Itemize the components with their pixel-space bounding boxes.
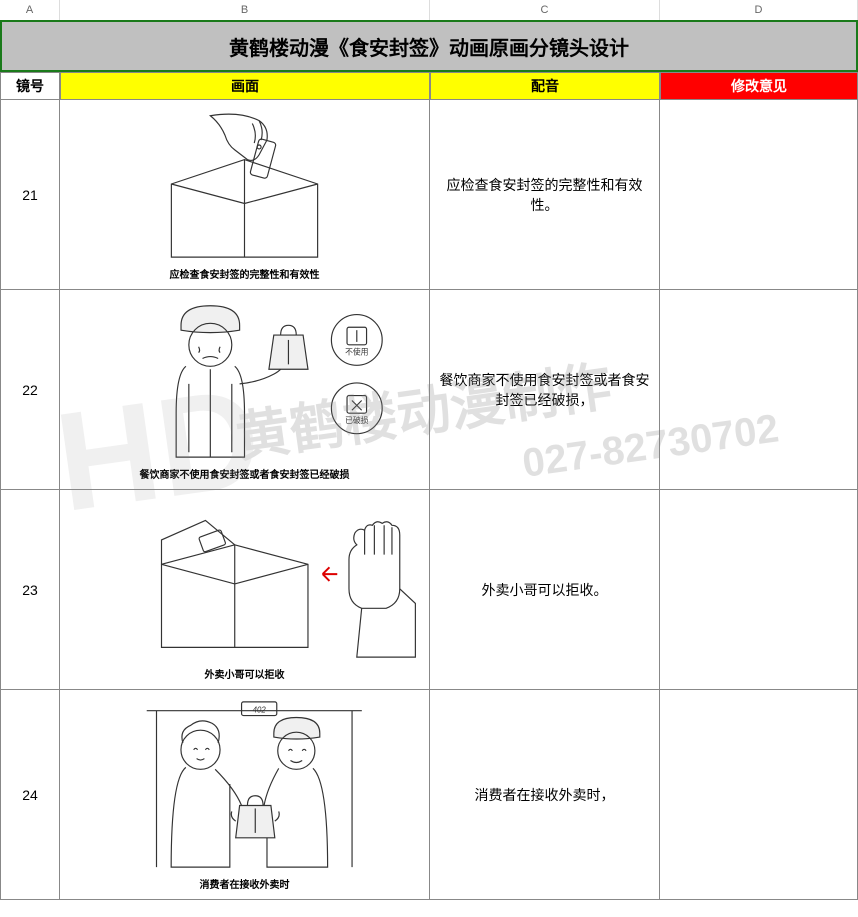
col-letter-c: C (430, 0, 660, 20)
voice-cell: 外卖小哥可以拒收。 (430, 490, 660, 689)
col-letter-b: B (60, 0, 430, 20)
document-title: 黄鹤楼动漫《食安封签》动画原画分镜头设计 (229, 32, 629, 61)
shot-number: 22 (0, 290, 60, 489)
scene-caption: 外卖小哥可以拒收 (205, 662, 285, 683)
table-row: 23 外卖小哥可以拒收 外卖小哥可以拒收。 (0, 490, 858, 690)
col-letter-a: A (0, 0, 60, 20)
scene-caption: 消费者在接收外卖时 (200, 872, 290, 893)
column-letter-headers: A B C D (0, 0, 858, 20)
header-notes: 修改意见 (660, 72, 858, 100)
sketch-21-box-seal (60, 106, 429, 262)
label-nouse: 不使用 (345, 347, 368, 357)
table-row: 24 402 消费者在接收外卖时 消 (0, 690, 858, 900)
label-door: 402 (253, 706, 267, 715)
sketch-22-delivery-person: 不使用 已破损 (60, 296, 429, 462)
title-row: 黄鹤楼动漫《食安封签》动画原画分镜头设计 (0, 20, 858, 72)
notes-cell (660, 490, 858, 689)
table-row: 21 应检查食安封签的完整性和有效性 应检查食安封签的完整性和有效性。 (0, 100, 858, 290)
scene-cell: 402 消费者在接收外卖时 (60, 690, 430, 899)
scene-caption: 应检查食安封签的完整性和有效性 (170, 262, 320, 283)
voice-cell: 应检查食安封签的完整性和有效性。 (430, 100, 660, 289)
notes-cell (660, 100, 858, 289)
scene-cell: 应检查食安封签的完整性和有效性 (60, 100, 430, 289)
table-row: 22 不使用 已破损 餐饮商家不使用食安封签或者 (0, 290, 858, 490)
scene-cell: 不使用 已破损 餐饮商家不使用食安封签或者食安封签已经破损 (60, 290, 430, 489)
header-shot-no: 镜号 (0, 72, 60, 100)
shot-number: 24 (0, 690, 60, 899)
sketch-23-refuse-box (60, 496, 429, 662)
shot-number: 23 (0, 490, 60, 689)
shot-number: 21 (0, 100, 60, 289)
header-scene: 画面 (60, 72, 430, 100)
label-broken: 已破损 (345, 415, 369, 425)
voice-cell: 餐饮商家不使用食安封签或者食安封签已经破损， (430, 290, 660, 489)
table-header-row: 镜号 画面 配音 修改意见 (0, 72, 858, 100)
notes-cell (660, 690, 858, 899)
col-letter-d: D (660, 0, 858, 20)
sketch-24-consumer-receive: 402 (60, 696, 429, 872)
header-voice: 配音 (430, 72, 660, 100)
scene-caption: 餐饮商家不使用食安封签或者食安封签已经破损 (140, 462, 350, 483)
scene-cell: 外卖小哥可以拒收 (60, 490, 430, 689)
notes-cell (660, 290, 858, 489)
voice-cell: 消费者在接收外卖时， (430, 690, 660, 899)
